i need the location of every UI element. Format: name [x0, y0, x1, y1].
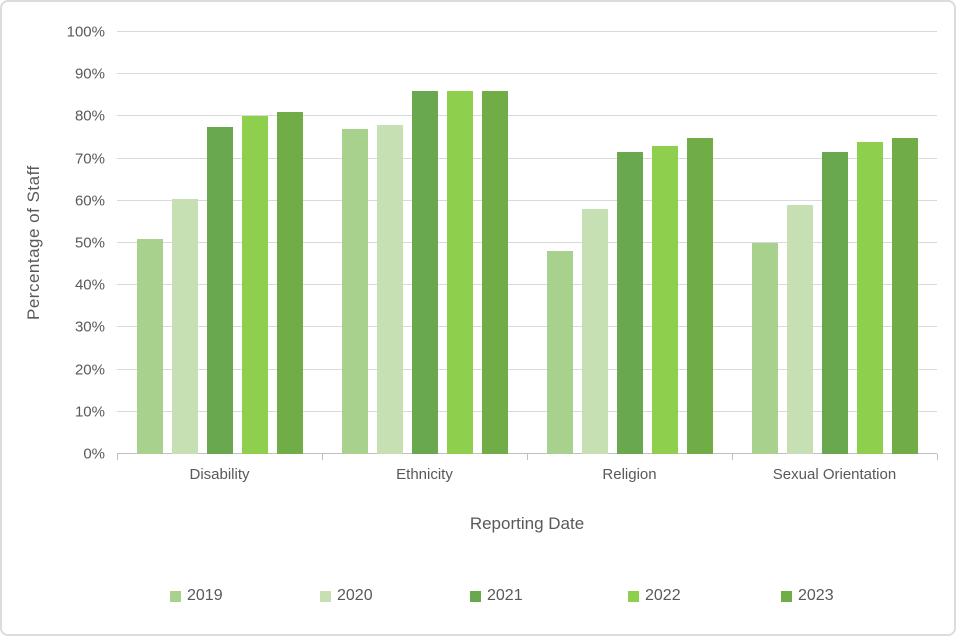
bar-group-disability	[117, 32, 322, 454]
y-tick-label-30pct: 30%	[74, 318, 105, 336]
bar-sexual-orientation-2021	[821, 152, 848, 454]
legend-item-2023: 2023	[781, 586, 834, 606]
gridline-50	[117, 242, 937, 243]
category-label-disability: Disability	[189, 466, 250, 483]
bar-ethnicity-2023	[481, 91, 508, 454]
bar-disability-2019	[136, 238, 163, 454]
x-category-labels: Disability Ethnicity Religion Sexual Orient…	[117, 466, 937, 483]
gridline-30	[117, 326, 937, 328]
category-label-ethnicity: Ethnicity	[396, 466, 453, 483]
legend-label-2022: 2022	[645, 587, 681, 604]
legend-label-2021: 2021	[487, 587, 523, 604]
y-tick-label-60pct: 60%	[74, 192, 105, 210]
y-tick-label-10pct: 10%	[74, 403, 105, 421]
category-label-religion: Religion	[602, 466, 657, 483]
bar-group-sexual-orientation	[732, 32, 937, 454]
x-axis-line	[117, 453, 937, 454]
bar-religion-2021	[616, 152, 643, 454]
bar-sexual-orientation-2023	[891, 137, 918, 454]
y-tick-label-100pct: 100%	[66, 23, 105, 41]
legend-swatch-icon	[170, 590, 181, 602]
bar-religion-2020	[581, 209, 608, 454]
bar-religion-2023	[686, 137, 713, 454]
gridline-10	[117, 410, 937, 412]
gridline-20	[117, 368, 937, 370]
bar-ethnicity-2021	[411, 91, 438, 454]
bar-groups	[117, 32, 937, 454]
x-axis-tick-1	[322, 454, 323, 460]
bar-group-religion	[527, 32, 732, 454]
y-tick-label-40pct: 40%	[74, 276, 105, 294]
x-axis-tick-4	[937, 454, 938, 460]
gridline-80	[117, 115, 937, 117]
bar-disability-2021	[206, 126, 233, 454]
x-axis-title: Reporting Date	[469, 514, 585, 533]
x-axis-tick-3	[732, 454, 733, 460]
y-tick-label-90pct: 90%	[74, 65, 105, 83]
legend-item-2020: 2020	[320, 586, 373, 606]
y-tick-label-50pct: 50%	[74, 234, 105, 252]
gridline-100	[117, 31, 937, 32]
gridline-60	[117, 199, 937, 201]
legend-label-2023: 2023	[798, 587, 834, 604]
y-tick-label-80pct: 80%	[74, 107, 105, 125]
legend-label-2019: 2019	[187, 587, 223, 604]
bar-group-ethnicity	[322, 32, 527, 454]
legend-swatch-icon	[781, 590, 792, 602]
bar-religion-2019	[546, 251, 573, 454]
gridline-90	[117, 73, 937, 75]
y-tick-label-70pct: 70%	[74, 150, 105, 168]
bar-disability-2023	[276, 112, 303, 454]
category-label-sexual-orientation: Sexual Orientation	[772, 466, 897, 483]
bar-sexual-orientation-2019	[751, 243, 778, 454]
bar-ethnicity-2022	[446, 91, 473, 454]
x-axis-tick-0	[117, 454, 118, 460]
bar-disability-2020	[171, 198, 198, 454]
legend-swatch-icon	[320, 590, 331, 602]
legend-item-2022: 2022	[628, 586, 681, 606]
bar-sexual-orientation-2020	[786, 205, 813, 454]
legend-label-2020: 2020	[337, 587, 373, 604]
legend: 2019 2020 2021 2022 2023	[2, 586, 960, 608]
gridline-70	[117, 157, 937, 159]
bar-ethnicity-2019	[341, 129, 368, 454]
bar-disability-2022	[241, 116, 268, 454]
y-tick-label-0pct: 0%	[83, 445, 105, 463]
plot-area	[117, 31, 937, 454]
y-axis-tick-labels: 0% 10% 20% 30% 40% 50% 60% 70% 80% 90% 100%	[2, 24, 105, 463]
legend-item-2019: 2019	[170, 586, 223, 606]
legend-item-2021: 2021	[470, 586, 523, 606]
gridline-40	[117, 284, 937, 286]
legend-swatch-icon	[628, 590, 639, 602]
bar-religion-2022	[651, 145, 678, 454]
bar-sexual-orientation-2022	[856, 141, 883, 454]
y-tick-label-20pct: 20%	[74, 361, 105, 379]
legend-swatch-icon	[470, 590, 481, 602]
x-axis-tick-2	[527, 454, 528, 460]
bar-ethnicity-2020	[376, 124, 403, 454]
